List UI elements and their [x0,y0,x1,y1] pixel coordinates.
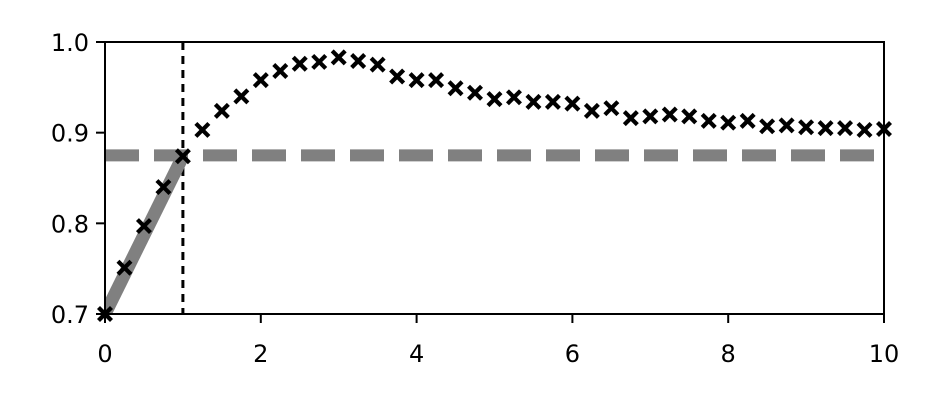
y-tick-label: 1.0 [51,29,89,57]
data-point [778,117,795,134]
axes-frame [104,41,885,315]
data-point [583,102,600,119]
data-point [408,72,425,89]
x-tick-label: 2 [253,340,268,368]
data-point [135,218,152,235]
axis-layer: 0 2 4 6 8 10 0.7 0.8 0.9 1.0 [51,29,899,368]
data-point [817,120,834,137]
data-point [291,55,308,72]
data-point [194,121,211,138]
data-point [389,68,406,85]
x-tick-label: 0 [97,340,112,368]
data-point [642,108,659,125]
plot-layer [97,42,892,322]
x-tick-label: 8 [721,340,736,368]
x-tick-label: 4 [409,340,424,368]
data-point [369,56,386,73]
data-point [350,53,367,70]
data-point [622,110,639,127]
data-point [837,120,854,137]
data-point [233,88,250,105]
data-point [700,112,717,129]
data-point [155,179,172,196]
y-tick-label: 0.7 [51,301,89,329]
data-point [428,72,445,89]
data-point [564,95,581,112]
data-point [486,91,503,108]
data-point [467,84,484,101]
data-point [759,118,776,135]
data-point [252,72,269,89]
data-point [544,93,561,110]
data-point [798,119,815,136]
data-point [330,49,347,66]
data-point [603,100,620,117]
x-tick-label: 10 [869,340,900,368]
y-tick-label: 0.8 [51,210,89,238]
x-tick-label: 6 [565,340,580,368]
data-point [681,108,698,125]
data-point [311,53,328,70]
data-point [720,114,737,131]
data-point [213,102,230,119]
data-point [174,148,191,165]
data-point [856,121,873,138]
data-point [272,63,289,79]
data-point [505,89,522,106]
data-point [661,106,678,123]
data-point [525,93,542,110]
data-point [447,80,464,97]
data-point [739,112,756,129]
data-point [116,259,133,276]
y-tick-label: 0.9 [51,120,89,148]
